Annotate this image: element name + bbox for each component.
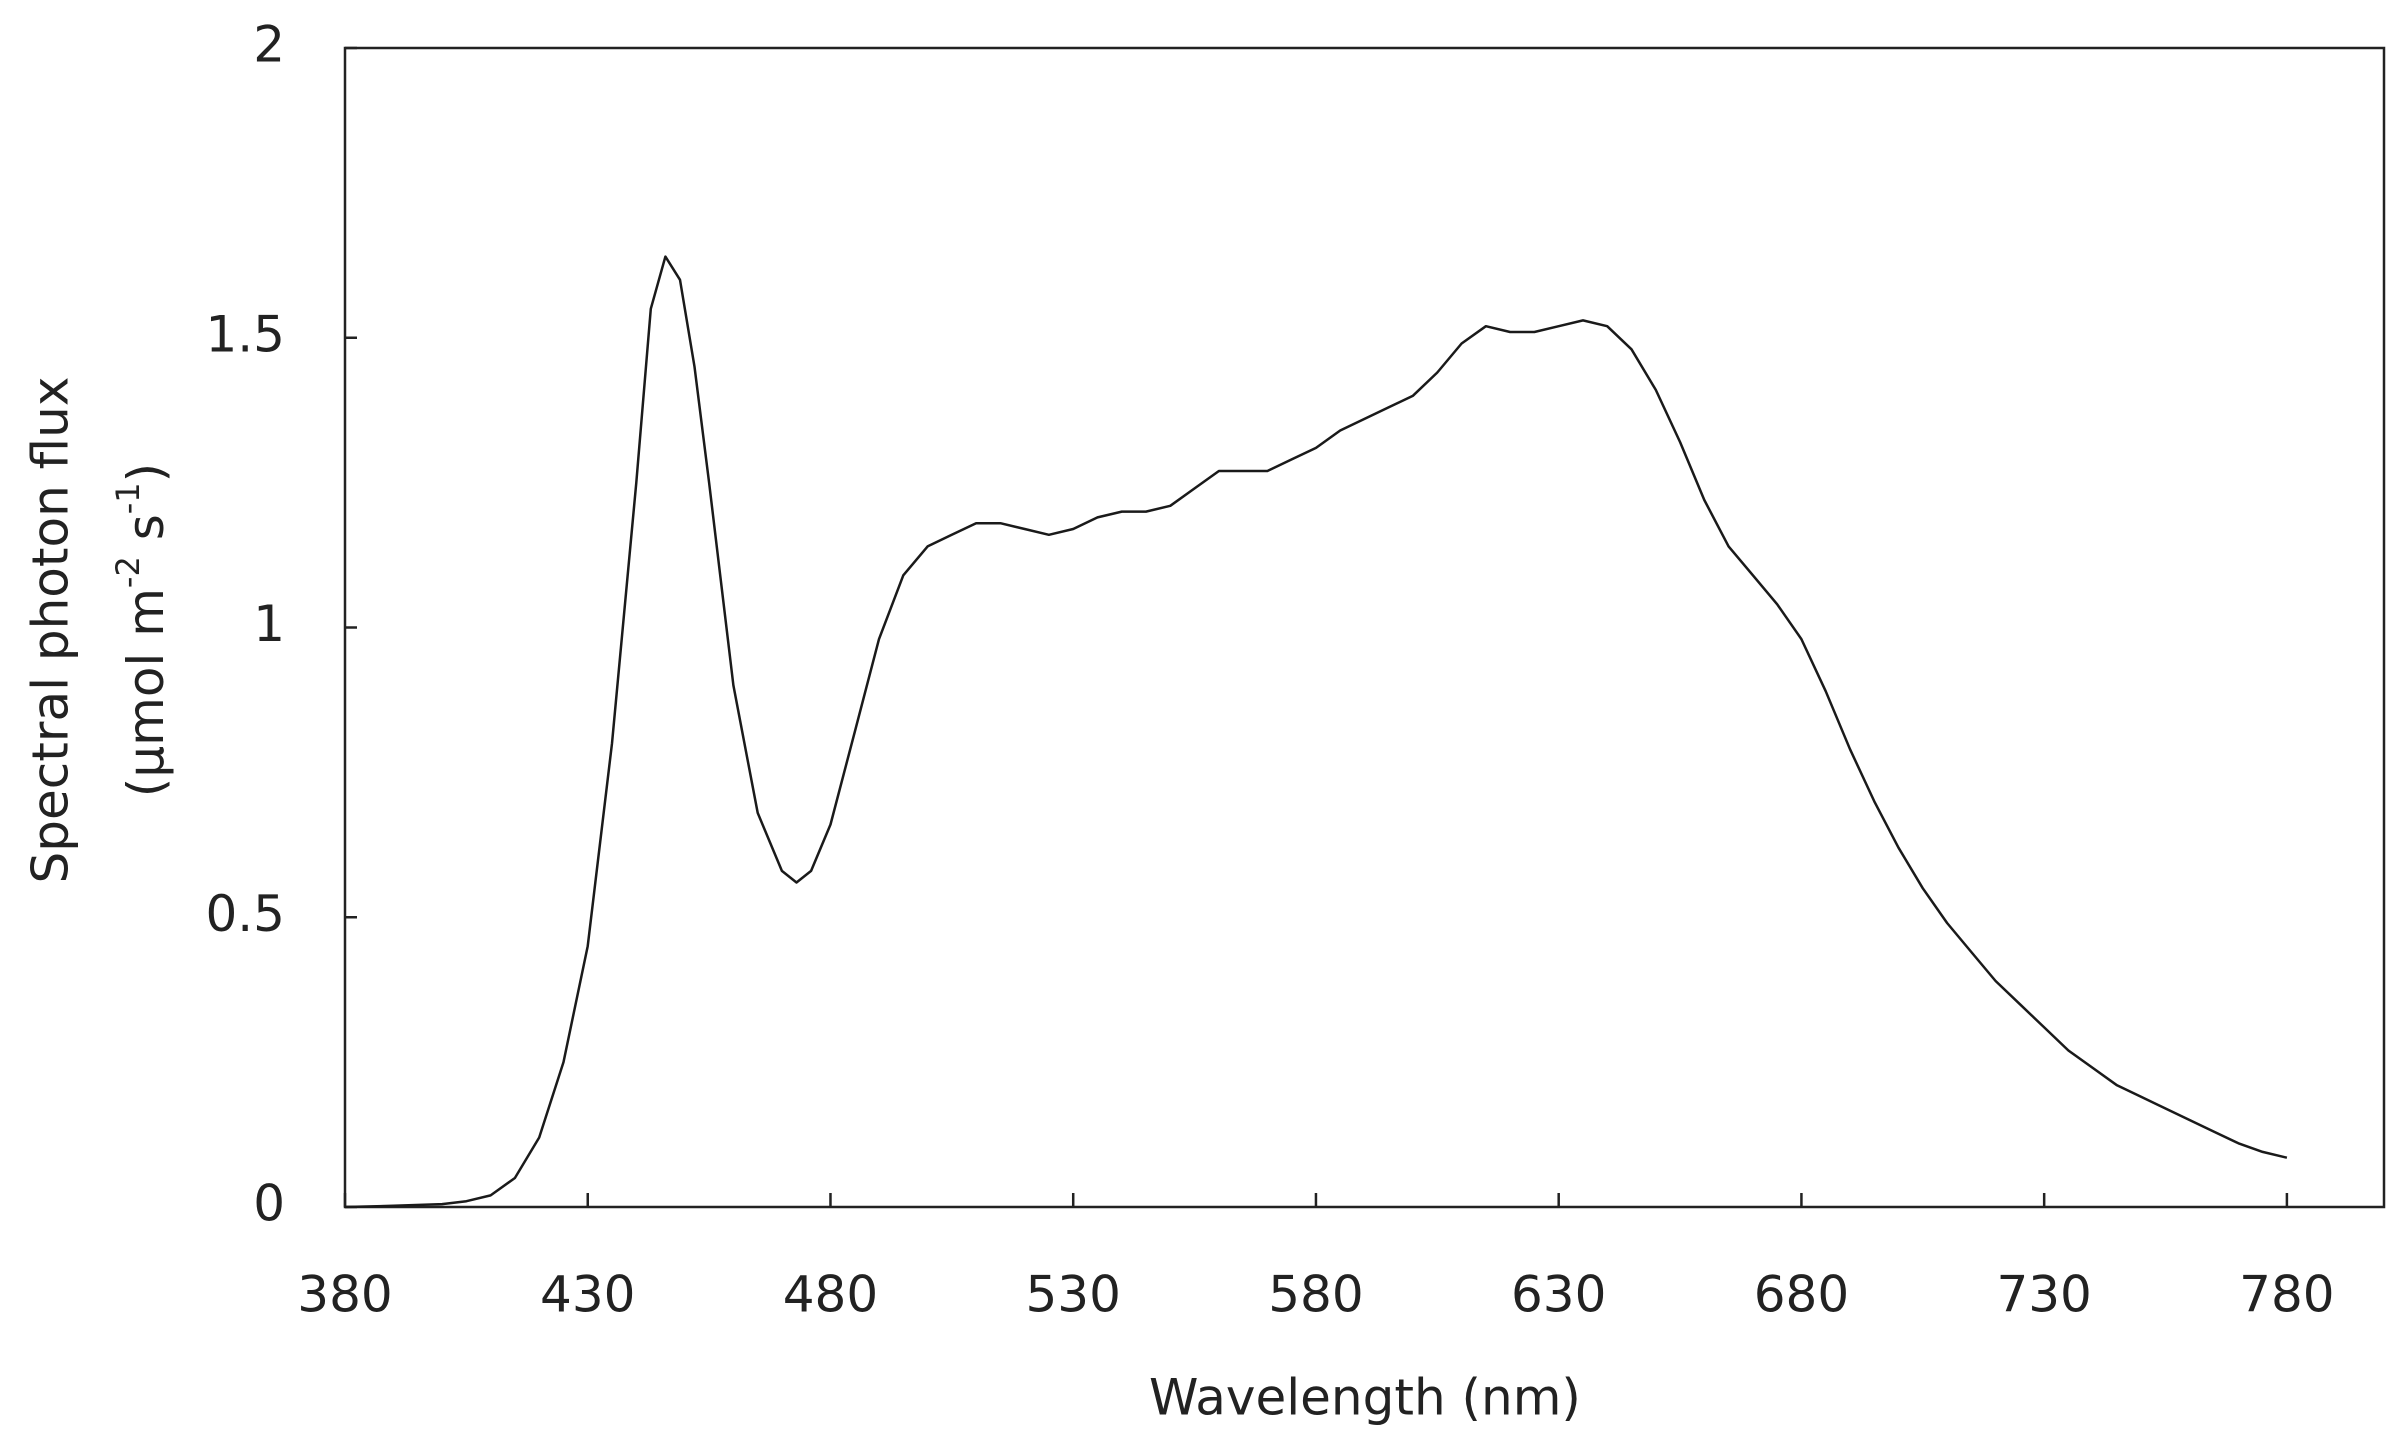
x-tick-label: 480 [783,1266,878,1324]
y-tick-label: 1.5 [205,305,285,363]
x-tick-label: 730 [1996,1266,2091,1324]
x-tick-label: 580 [1268,1266,1363,1324]
x-tick-label: 630 [1511,1266,1606,1324]
superscript: -2 [109,556,147,588]
y-tick-label: 2 [253,16,285,74]
plot-frame [343,46,2386,1209]
x-tick-label: 680 [1754,1266,1849,1324]
spectrum-line [344,255,2288,1209]
y-axis-label-units: (µmol m-2 s-1) [109,463,175,797]
x-axis-label: Wavelength (nm) [1149,1369,1581,1427]
units-text: (µmol m [117,588,175,797]
superscript: -1 [109,482,147,514]
x-tick-label: 430 [540,1266,635,1324]
y-tick-label: 1 [253,595,285,653]
x-tick-label: 530 [1025,1266,1120,1324]
units-text: s [117,514,175,556]
x-tick-label: 780 [2239,1266,2334,1324]
x-tick-label: 380 [297,1266,392,1324]
y-tick-label: 0 [253,1175,285,1233]
y-axis-label: Spectral photon flux [22,377,80,884]
y-tick-label: 0.5 [205,885,285,943]
units-text: ) [117,463,175,483]
